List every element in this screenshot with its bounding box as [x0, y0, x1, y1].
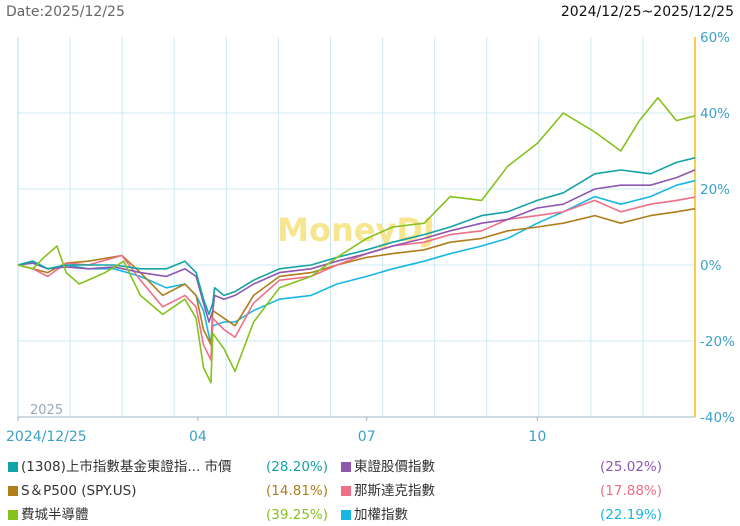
x-tick-label: 07 [358, 429, 376, 445]
legend-item-etf[interactable]: (1308)上市指數基金東證指... 市價 (28.20%) [8, 456, 328, 478]
x-tick-label: 04 [189, 429, 207, 445]
series-line-taiex-total-return [17, 169, 696, 323]
x-tick-label: 2024/12/25 [6, 429, 87, 445]
legend-series-name: 費城半導體 [21, 507, 89, 523]
y-tick-label: 20% [700, 182, 730, 198]
y-tick-label: -40% [700, 410, 735, 426]
legend-item-sp500[interactable]: S＆P500 (SPY.US) (14.81%) [8, 480, 328, 502]
legend-series-name: (1308)上市指數基金東證指... 市價 [21, 459, 232, 475]
plot-area [18, 37, 695, 417]
x-tick-label: 10 [528, 429, 546, 445]
date-range-label: 2024/12/25~2025/12/25 [560, 4, 734, 20]
legend-return-value: (14.81%) [266, 483, 329, 499]
legend-return-value: (17.88%) [600, 483, 663, 499]
legend-swatch [8, 486, 18, 496]
legend-series-name: 東證股價指數 [354, 459, 435, 475]
series-line-etf [17, 157, 696, 316]
legend-return-value: (25.02%) [600, 459, 663, 475]
series-line-nasdaq [17, 196, 696, 361]
y-tick-label: 60% [700, 30, 730, 46]
legend-item-taiex[interactable]: 加權指數 (22.19%) [341, 504, 663, 526]
legend-item-taiex-total-return[interactable]: 東證股價指數 (25.02%) [341, 456, 663, 478]
legend-swatch [8, 462, 18, 472]
year-label: 2025 [30, 403, 63, 418]
legend-return-value: (39.25%) [266, 507, 329, 523]
legend-item-nasdaq[interactable]: 那斯達克指數 (17.88%) [341, 480, 663, 502]
legend-swatch [8, 510, 18, 520]
legend-swatch [341, 462, 351, 472]
y-tick-label: 0% [700, 258, 722, 274]
series-line-sox [17, 97, 696, 384]
y-tick-label: 40% [700, 106, 730, 122]
legend-series-name: S＆P500 (SPY.US) [21, 483, 137, 499]
legend-return-value: (28.20%) [266, 459, 329, 475]
legend-swatch [341, 510, 351, 520]
y-tick-label: -20% [700, 334, 735, 350]
performance-line-chart: MoneyDJ202560%40%20%0%-20%-40%2024/12/25… [6, 30, 735, 445]
legend-item-sox[interactable]: 費城半導體 (39.25%) [8, 504, 328, 526]
legend-swatch [341, 486, 351, 496]
legend-series-name: 那斯達克指數 [354, 483, 435, 499]
date-label: Date:2025/12/25 [6, 4, 125, 20]
legend-series-name: 加權指數 [354, 507, 408, 523]
legend-return-value: (22.19%) [600, 507, 663, 523]
